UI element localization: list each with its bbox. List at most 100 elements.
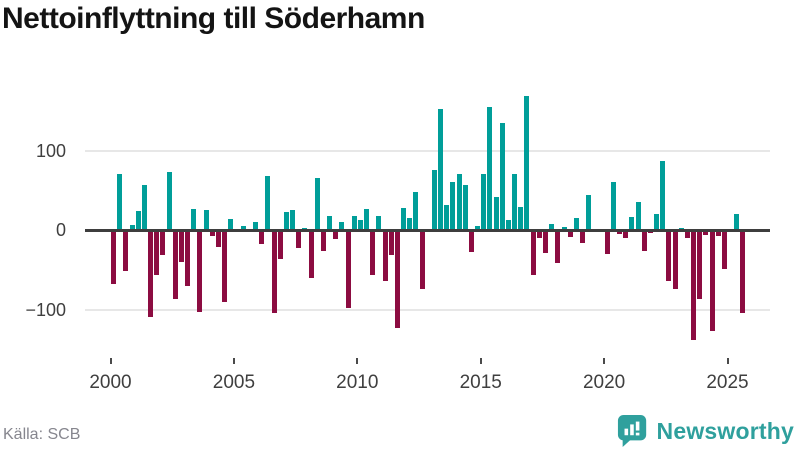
bar-2013q4 xyxy=(450,182,455,230)
bar-2011q1 xyxy=(383,230,388,281)
bar-2010q2 xyxy=(364,209,369,230)
bar-2013q2 xyxy=(438,109,443,230)
bar-2018q4 xyxy=(574,218,579,230)
bar-2007q2 xyxy=(290,210,295,230)
bar-2003q1 xyxy=(185,230,190,286)
bar-2008q4 xyxy=(327,216,332,230)
bar-2023q2 xyxy=(685,230,690,238)
bar-2013q3 xyxy=(444,205,449,230)
bar-2022q3 xyxy=(666,230,671,281)
bar-2008q1 xyxy=(309,230,314,278)
x-axis-tick xyxy=(232,358,235,364)
bar-2004q3 xyxy=(222,230,227,302)
bar-2024q4 xyxy=(722,230,727,269)
x-axis-tick-label: 2000 xyxy=(89,372,132,393)
x-axis-tick-label: 2015 xyxy=(459,372,502,393)
x-axis-tick xyxy=(726,358,729,364)
bar-2009q4 xyxy=(352,216,357,230)
bar-2000q3 xyxy=(123,230,128,271)
bar-2022q2 xyxy=(660,161,665,230)
bar-2006q4 xyxy=(278,230,283,259)
bar-2010q3 xyxy=(370,230,375,275)
bar-2021q3 xyxy=(642,230,647,251)
bar-2017q4 xyxy=(549,224,554,230)
bar-2004q1 xyxy=(210,230,215,236)
bar-2017q1 xyxy=(531,230,536,275)
bar-2007q1 xyxy=(284,212,289,230)
bar-2008q3 xyxy=(321,230,326,251)
bar-2016q3 xyxy=(518,207,523,230)
bar-2018q1 xyxy=(555,230,560,263)
chart-title: Nettoinflyttning till Söderhamn xyxy=(2,2,425,35)
bar-2006q2 xyxy=(265,176,270,230)
bar-2005q2 xyxy=(241,226,246,230)
bar-2014q4 xyxy=(475,226,480,230)
bar-2017q3 xyxy=(543,230,548,253)
bar-2012q3 xyxy=(420,230,425,289)
x-axis-tick xyxy=(603,358,606,364)
bar-2020q2 xyxy=(611,182,616,230)
bar-2003q2 xyxy=(191,209,196,230)
y-gridline xyxy=(85,308,770,311)
bar-2018q3 xyxy=(568,230,573,237)
bar-2015q2 xyxy=(487,107,492,230)
y-axis-tick-label: 100 xyxy=(35,140,66,161)
bar-2011q4 xyxy=(401,208,406,230)
bar-2004q4 xyxy=(228,219,233,230)
bar-2000q1 xyxy=(111,230,116,284)
bar-2020q3 xyxy=(617,230,622,234)
bar-2005q4 xyxy=(253,222,258,230)
newsworthy-logo[interactable]: Newsworthy xyxy=(617,414,794,448)
bar-2002q4 xyxy=(179,230,184,262)
bar-2012q2 xyxy=(413,192,418,230)
source-label: Källa: SCB xyxy=(3,426,81,443)
bar-2002q3 xyxy=(173,230,178,299)
bar-2001q2 xyxy=(142,185,147,230)
bar-2002q1 xyxy=(160,230,165,255)
bar-2015q4 xyxy=(500,123,505,230)
y-gridline xyxy=(85,149,770,152)
bar-2024q1 xyxy=(703,230,708,235)
bar-2023q3 xyxy=(691,230,696,340)
bar-2010q1 xyxy=(358,220,363,230)
bar-2009q1 xyxy=(333,230,338,239)
bar-2016q2 xyxy=(512,174,517,230)
bar-2020q4 xyxy=(623,230,628,238)
x-axis-tick xyxy=(479,358,482,364)
bar-2011q3 xyxy=(395,230,400,328)
bar-2001q1 xyxy=(136,211,141,230)
bar-2024q2 xyxy=(710,230,715,331)
bar-2015q3 xyxy=(494,197,499,230)
newsworthy-icon xyxy=(617,415,646,447)
bar-2000q2 xyxy=(117,174,122,230)
bar-2025q3 xyxy=(740,230,745,313)
bar-2020q1 xyxy=(605,230,610,254)
x-axis-tick-label: 2020 xyxy=(582,372,626,393)
bar-2000q4 xyxy=(130,225,135,230)
bar-2014q3 xyxy=(469,230,474,252)
bar-2022q1 xyxy=(654,214,659,230)
zero-baseline xyxy=(85,228,770,232)
bar-2003q4 xyxy=(204,210,209,230)
bar-2001q4 xyxy=(154,230,159,275)
bar-2016q4 xyxy=(524,96,529,230)
bar-2004q2 xyxy=(216,230,221,247)
bar-2025q2 xyxy=(734,214,739,230)
x-axis-tick xyxy=(109,358,112,364)
bar-2021q4 xyxy=(648,230,653,233)
bar-chart-plot-area: −100 0 100 2000 2005 2010 2015 2020 2025 xyxy=(25,96,770,393)
bar-2019q1 xyxy=(580,230,585,243)
bar-2022q4 xyxy=(673,230,678,289)
bar-2011q2 xyxy=(389,230,394,255)
bar-2019q2 xyxy=(586,195,591,230)
bar-2021q1 xyxy=(629,217,634,230)
bar-2017q2 xyxy=(537,230,542,238)
bar-2012q1 xyxy=(407,218,412,230)
bar-2009q2 xyxy=(339,222,344,230)
bar-2006q1 xyxy=(259,230,264,244)
bar-2003q3 xyxy=(197,230,202,312)
bar-2014q2 xyxy=(463,185,468,230)
bar-2010q4 xyxy=(376,216,381,230)
bar-2021q2 xyxy=(636,202,641,230)
